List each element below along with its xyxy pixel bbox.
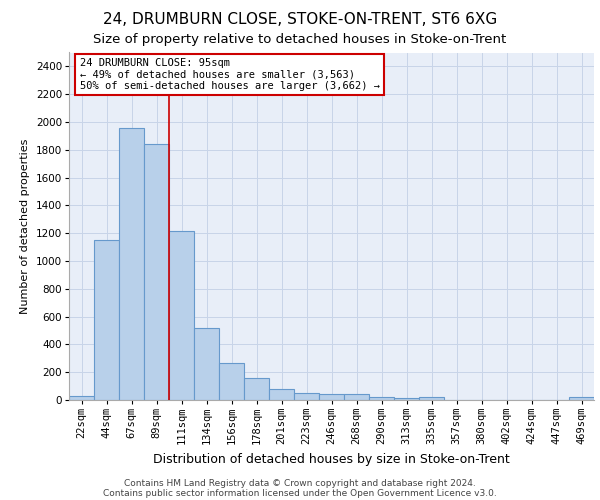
Text: 24 DRUMBURN CLOSE: 95sqm
← 49% of detached houses are smaller (3,563)
50% of sem: 24 DRUMBURN CLOSE: 95sqm ← 49% of detach… [79,58,380,91]
Bar [319,394,344,400]
Bar [269,389,294,400]
Bar [69,396,94,400]
Text: Size of property relative to detached houses in Stoke-on-Trent: Size of property relative to detached ho… [94,32,506,46]
Y-axis label: Number of detached properties: Number of detached properties [20,138,30,314]
Bar [94,240,119,400]
Text: 24, DRUMBURN CLOSE, STOKE-ON-TRENT, ST6 6XG: 24, DRUMBURN CLOSE, STOKE-ON-TRENT, ST6 … [103,12,497,28]
Text: Contains HM Land Registry data © Crown copyright and database right 2024.: Contains HM Land Registry data © Crown c… [124,478,476,488]
Bar [369,397,394,400]
Bar [294,393,319,400]
Bar [194,328,219,400]
Bar [394,398,419,400]
Bar [344,394,369,400]
Bar [244,378,269,400]
Bar [144,144,169,400]
Bar [169,231,194,400]
Text: Contains public sector information licensed under the Open Government Licence v3: Contains public sector information licen… [103,488,497,498]
Bar [119,128,144,400]
Bar [219,363,244,400]
X-axis label: Distribution of detached houses by size in Stoke-on-Trent: Distribution of detached houses by size … [153,453,510,466]
Bar [419,397,444,400]
Bar [569,397,594,400]
